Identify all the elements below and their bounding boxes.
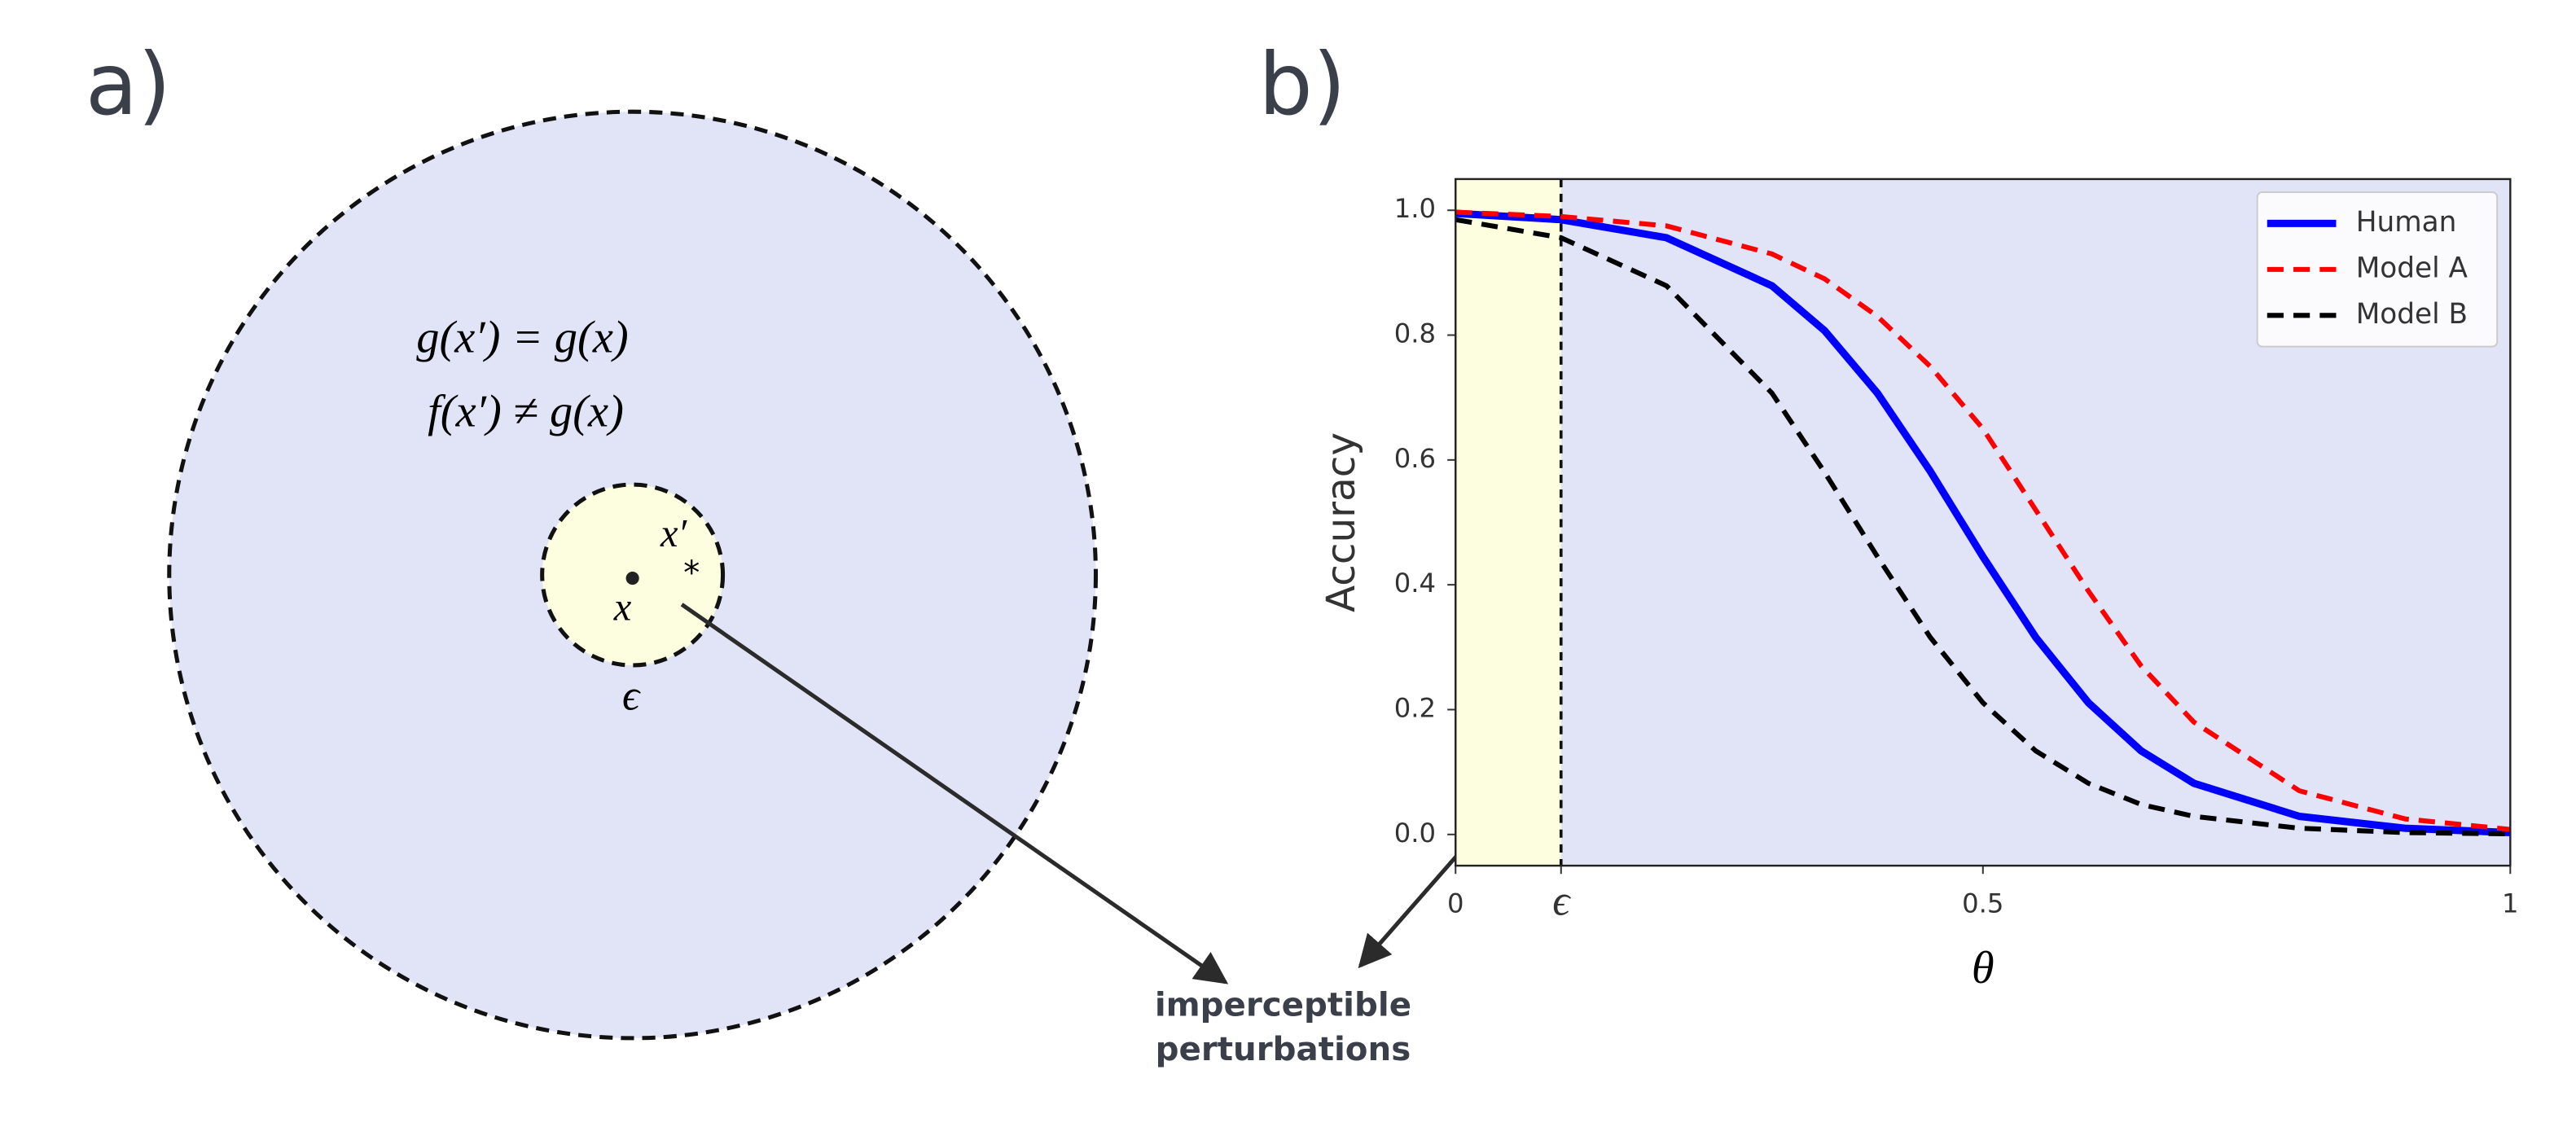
y-axis-label: Accuracy	[1319, 432, 1364, 612]
y-tick-label: 0.4	[1394, 568, 1436, 598]
annotation: perturbations	[1156, 1030, 1411, 1068]
perturbed-label: x′	[660, 512, 687, 555]
legend-label: Human	[2356, 206, 2457, 239]
plot-frame	[1455, 178, 2512, 867]
x-tick-label: 0.5	[1962, 888, 2003, 919]
x-axis-label: θ	[1972, 943, 1995, 993]
radius-label: ϵ	[622, 672, 641, 719]
y-tick-label: 0.0	[1394, 818, 1436, 848]
y-tick-label: 1.0	[1394, 193, 1436, 224]
perturbed-marker: *	[683, 554, 700, 592]
point	[625, 572, 639, 585]
legend-box	[2256, 191, 2499, 348]
x-tick-label: 1	[2502, 888, 2519, 919]
point-label: x	[613, 586, 632, 629]
line-series	[1455, 209, 2511, 832]
arrow	[680, 603, 1229, 984]
y-tick-label: 0.2	[1394, 692, 1436, 723]
x-tick-label: 0	[1447, 888, 1464, 919]
y-tick-label: 0.6	[1394, 443, 1436, 474]
equation: f(x′) ≠ g(x)	[428, 386, 624, 436]
panel-label: a)	[86, 35, 171, 134]
panel-label: b)	[1258, 35, 1346, 134]
highlight-region	[1455, 178, 1561, 866]
annotation: imperceptible	[1155, 986, 1411, 1024]
legend-label: Model B	[2356, 298, 2468, 331]
x-tick-label: ϵ	[1552, 878, 1571, 925]
line-series	[1455, 217, 2511, 837]
equation: g(x′) = g(x)	[416, 313, 629, 363]
y-tick-label: 0.8	[1394, 318, 1436, 349]
line-series	[1455, 209, 2511, 837]
legend-label: Model A	[2356, 252, 2468, 284]
